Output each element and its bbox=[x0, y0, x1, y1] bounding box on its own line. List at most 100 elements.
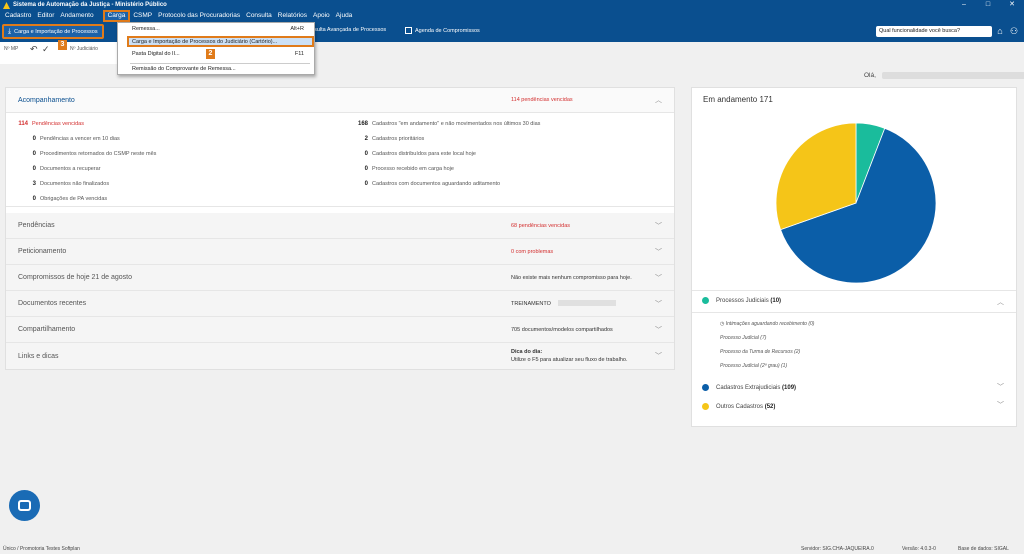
legend-cadastros-extrajudiciais[interactable]: Cadastros Extrajudiciais (109) bbox=[702, 384, 796, 391]
carga-dropdown-menu: Remessa... Alt+R Carga e Importação de P… bbox=[117, 22, 315, 75]
sub-intimacoes[interactable]: ◷ Intimações aguardando recebimento (0) bbox=[720, 321, 815, 327]
minimize-button[interactable]: – bbox=[962, 1, 966, 8]
process-strip: Nº MP ↶ ✓ Nº Judiciário bbox=[0, 42, 130, 64]
user-greeting: Olá, bbox=[864, 72, 1024, 79]
check-icon[interactable]: ✓ bbox=[42, 44, 50, 54]
links-dicas-info: Dica do dia: Utilize o F5 para atualizar… bbox=[511, 349, 628, 363]
menu-csmp[interactable]: CSMP bbox=[133, 12, 153, 19]
chevron-down-icon[interactable]: ﹀ bbox=[997, 402, 1004, 409]
menu-separator bbox=[130, 63, 310, 64]
pendencias-info[interactable]: 68 pendências vencidas bbox=[511, 222, 571, 229]
undo-icon[interactable]: ↶ bbox=[30, 44, 38, 54]
shortcut-pasta-digital: F11 bbox=[294, 51, 304, 57]
users-icon[interactable]: ⚇ bbox=[1009, 26, 1019, 36]
stat-obrigacoes-pa[interactable]: 0 Obrigações de PA vencidas bbox=[32, 196, 108, 202]
menu-item-remessa[interactable]: Remessa... bbox=[132, 26, 160, 32]
close-button[interactable]: ✕ bbox=[1009, 1, 1015, 8]
peticionamento-title: Peticionamento bbox=[18, 248, 67, 255]
sub-processo-judicial[interactable]: Processo Judicial (7) bbox=[720, 335, 767, 341]
maximize-button[interactable]: □ bbox=[985, 1, 991, 8]
menu-relatorios[interactable]: Relatórios bbox=[277, 12, 308, 19]
pie-slice-outros-cadastros[interactable] bbox=[775, 122, 857, 231]
legend-dot-blue bbox=[702, 384, 709, 391]
menu-protocolo[interactable]: Protocolo das Procuradorias bbox=[158, 12, 241, 19]
stat-documentos-recuperar[interactable]: 0 Documentos a recuperar bbox=[32, 166, 101, 172]
search-input[interactable]: Qual funcionalidade você busca? bbox=[876, 26, 992, 37]
download-icon: ⤓ bbox=[8, 27, 12, 35]
chat-icon bbox=[18, 500, 31, 511]
menu-item-carga-importacao-highlight[interactable] bbox=[127, 36, 314, 47]
chevron-down-icon[interactable]: ﹀ bbox=[655, 222, 662, 230]
links-dicas-header[interactable]: Links e dicas Dica do dia: Utilize o F5 … bbox=[6, 343, 674, 369]
menu-cadastro[interactable]: Cadastro bbox=[5, 12, 32, 19]
legend-dot-teal bbox=[702, 297, 709, 304]
sub-turma-recursos[interactable]: Processo da Turma de Recursos (2) bbox=[720, 349, 801, 355]
menu-andamento[interactable]: Andamento bbox=[60, 12, 94, 19]
divider bbox=[692, 312, 1016, 313]
njudicial-label: Nº Judiciário bbox=[70, 46, 98, 52]
carga-importacao-label: Carga e Importação de Processos bbox=[14, 28, 98, 35]
compromissos-info: Não existe mais nenhum compromisso para … bbox=[511, 274, 632, 281]
peticionamento-header[interactable]: Peticionamento 0 com problemas ﹀ bbox=[6, 239, 674, 265]
stat-cadastros-nao-movimentados[interactable]: 168 Cadastros "em andamento" e não movime… bbox=[357, 121, 541, 127]
agenda-button[interactable]: Agenda de Compromissos bbox=[405, 27, 480, 34]
consulta-avancada-button[interactable]: Consulta Avançada de Processos bbox=[304, 27, 386, 33]
status-location: Único / Promotoria Testes Softplan bbox=[3, 546, 80, 552]
documentos-recentes-title: Documentos recentes bbox=[18, 300, 87, 307]
chevron-down-icon[interactable]: ﹀ bbox=[655, 274, 662, 282]
menu-bar: Cadastro Editor Andamento Carga CSMP Pro… bbox=[0, 10, 1024, 22]
compartilhamento-title: Compartilhamento bbox=[18, 326, 76, 333]
chevron-down-icon[interactable]: ﹀ bbox=[655, 326, 662, 334]
stat-cadastros-prioritarios[interactable]: 2 Cadastros prioritários bbox=[364, 136, 425, 142]
stat-pendencias-vencidas[interactable]: 114 Pendências vencidas bbox=[18, 121, 84, 127]
pie-slice-cadastros-extrajudiciais[interactable] bbox=[780, 127, 937, 284]
pendencias-header[interactable]: Pendências 68 pendências vencidas ﹀ bbox=[6, 213, 674, 239]
menu-item-carga-importacao[interactable]: Carga e Importação de Processos do Judic… bbox=[132, 39, 278, 45]
acompanhamento-header[interactable]: Acompanhamento 114 pendências vencidas ︿ bbox=[6, 88, 674, 113]
compromissos-header[interactable]: Compromissos de hoje 21 de agosto Não ex… bbox=[6, 265, 674, 291]
compartilhamento-header[interactable]: Compartilhamento 705 documentos/modelos … bbox=[6, 317, 674, 343]
menu-item-remissao[interactable]: Remissão do Comprovante de Remessa... bbox=[132, 66, 236, 72]
documentos-recentes-header[interactable]: Documentos recentes TREINAMENTO ﹀ bbox=[6, 291, 674, 317]
window-title: Sistema de Automação da Justiça - Minist… bbox=[13, 2, 167, 8]
peticionamento-info[interactable]: 0 com problemas bbox=[511, 248, 554, 255]
menu-ajuda[interactable]: Ajuda bbox=[335, 12, 353, 19]
stat-procedimentos-retornados[interactable]: 0 Procedimentos retornados do CSMP neste … bbox=[32, 151, 157, 157]
agenda-label: Agenda de Compromissos bbox=[415, 27, 480, 34]
sub-segundo-grau[interactable]: Processo Judicial (2º grau) (1) bbox=[720, 363, 788, 369]
step-badge-3: 3 bbox=[58, 40, 67, 50]
stat-aguardando-aditamento[interactable]: 0 Cadastros com documentos aguardando adi… bbox=[364, 181, 501, 187]
acompanhamento-body: 114 Pendências vencidas 0 Pendências a ven… bbox=[6, 113, 674, 207]
pie-chart[interactable] bbox=[774, 121, 938, 285]
chevron-down-icon[interactable]: ﹀ bbox=[655, 300, 662, 308]
stat-pendencias-a-vencer[interactable]: 0 Pendências a vencer em 10 dias bbox=[32, 136, 120, 142]
menu-apoio[interactable]: Apoio bbox=[313, 12, 330, 19]
window-controls: – □ ✕ bbox=[952, 0, 1024, 10]
stat-processo-recebido[interactable]: 0 Processo recebido em carga hoje bbox=[364, 166, 454, 172]
acompanhamento-summary[interactable]: 114 pendências vencidas bbox=[511, 97, 573, 103]
menu-item-pasta-digital[interactable]: Pasta Digital do II... bbox=[132, 51, 180, 57]
carga-importacao-button[interactable]: ⤓ Carga e Importação de Processos bbox=[2, 24, 104, 39]
legend-outros-cadastros[interactable]: Outros Cadastros (52) bbox=[702, 403, 775, 410]
legend-processos-judiciais[interactable]: Processos Judiciais (10) bbox=[702, 297, 781, 304]
stat-cadastros-distribuidos[interactable]: 0 Cadastros distribuídos para este local … bbox=[364, 151, 476, 157]
em-andamento-panel: Em andamento 171 Processos Judiciais (10… bbox=[691, 87, 1017, 427]
greeting-label: Olá, bbox=[864, 72, 876, 79]
chevron-down-icon[interactable]: ﹀ bbox=[997, 384, 1004, 391]
menu-consulta[interactable]: Consulta bbox=[246, 12, 272, 19]
status-versao: Versão: 4.0.3-0 bbox=[902, 546, 936, 552]
menu-editor[interactable]: Editor bbox=[37, 12, 55, 19]
chart-title: Em andamento 171 bbox=[703, 95, 773, 104]
chat-button[interactable] bbox=[9, 490, 40, 521]
links-dicas-title: Links e dicas bbox=[18, 352, 59, 360]
chevron-up-icon[interactable]: ︿ bbox=[997, 299, 1004, 306]
status-bar: Único / Promotoria Testes Softplan Servi… bbox=[0, 544, 1024, 554]
clock-icon: ◷ bbox=[720, 321, 725, 327]
pendencias-title: Pendências bbox=[18, 222, 55, 229]
chevron-down-icon[interactable]: ﹀ bbox=[655, 353, 662, 360]
home-icon[interactable]: ⌂ bbox=[997, 26, 1003, 36]
menu-carga[interactable]: Carga bbox=[102, 10, 131, 22]
chevron-up-icon[interactable]: ︿ bbox=[655, 97, 662, 104]
chevron-down-icon[interactable]: ﹀ bbox=[655, 248, 662, 256]
stat-documentos-nao-finalizados[interactable]: 3 Documentos não finalizados bbox=[32, 181, 110, 187]
